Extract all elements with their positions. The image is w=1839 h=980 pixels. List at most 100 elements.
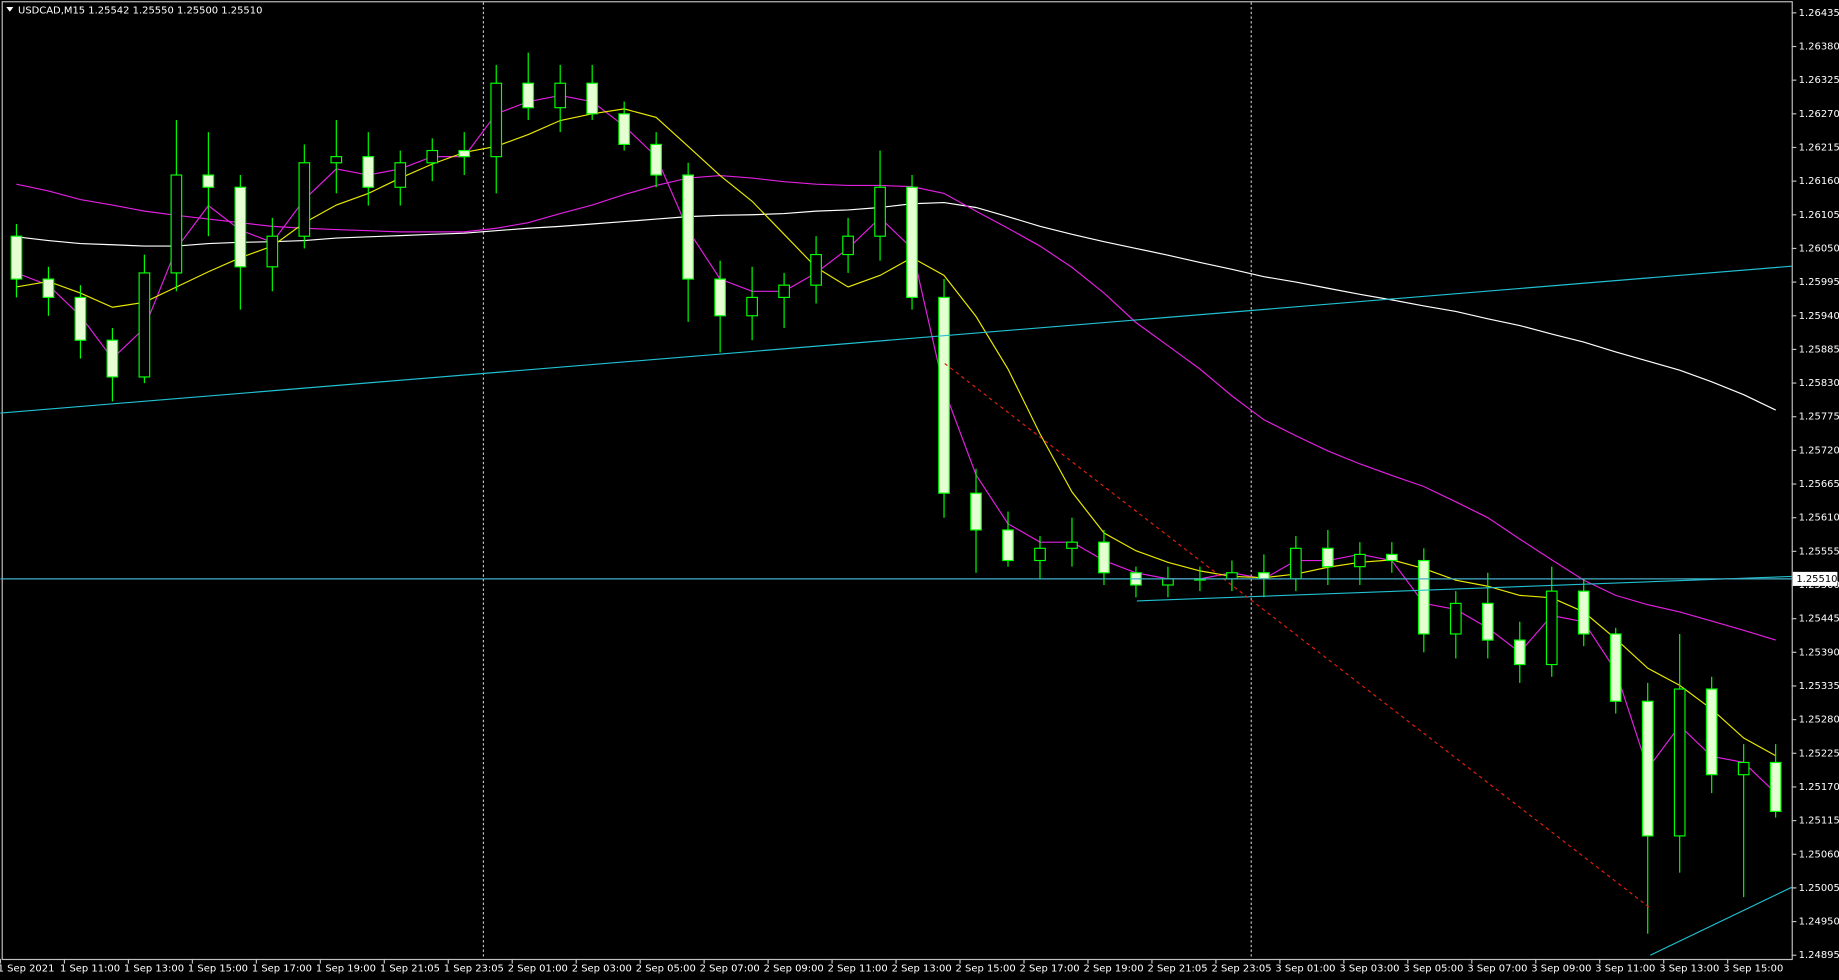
candle-body xyxy=(650,143,663,176)
x-tick-label: 2 Sep 19:00 xyxy=(1084,963,1144,974)
y-tick-label: 1.25665 xyxy=(1799,479,1839,490)
candle-body xyxy=(1385,553,1398,562)
y-tick-label: 1.26435 xyxy=(1799,8,1839,19)
x-tick-label: 3 Sep 13:00 xyxy=(1659,963,1719,974)
candle-body xyxy=(842,235,854,256)
y-tick-label: 1.25720 xyxy=(1799,445,1839,456)
trendline xyxy=(1650,886,1792,956)
candle-body xyxy=(1258,572,1270,580)
x-tick-label: 3 Sep 07:00 xyxy=(1467,963,1527,974)
candle-body xyxy=(1513,639,1526,666)
y-tick-label: 1.26215 xyxy=(1799,142,1839,153)
x-tick-label: 2 Sep 23:05 xyxy=(1211,963,1271,974)
price-label: 1.25510 xyxy=(1796,574,1837,585)
y-tick-label: 1.25555 xyxy=(1799,546,1839,557)
candle-body xyxy=(778,284,790,298)
candle-body xyxy=(618,113,631,146)
x-tick-label: 2 Sep 07:00 xyxy=(700,963,760,974)
y-tick-label: 1.25280 xyxy=(1799,715,1839,726)
candle-body xyxy=(106,339,119,378)
x-tick-label: 2 Sep 01:00 xyxy=(508,963,568,974)
candle-body xyxy=(1322,547,1334,568)
y-tick-label: 1.25885 xyxy=(1799,344,1839,355)
x-tick-label: 1 Sep 23:05 xyxy=(444,963,504,974)
trendline xyxy=(944,363,1651,909)
candle-body xyxy=(1162,578,1174,586)
x-tick-label: 2 Sep 15:00 xyxy=(956,963,1016,974)
candle-body xyxy=(1226,572,1238,580)
y-tick-label: 1.24950 xyxy=(1799,917,1839,928)
candle-body xyxy=(1769,761,1782,813)
y-tick-label: 1.26325 xyxy=(1799,75,1839,86)
y-tick-label: 1.26050 xyxy=(1799,243,1839,254)
y-tick-label: 1.25775 xyxy=(1799,412,1839,423)
price-label-box xyxy=(1792,571,1838,586)
candle-body xyxy=(1641,700,1654,837)
x-tick-label: 3 Sep 11:00 xyxy=(1595,963,1655,974)
candle-body xyxy=(330,156,343,164)
menu-arrow xyxy=(6,7,14,12)
moving-average xyxy=(16,201,1776,411)
candle-body xyxy=(714,278,726,317)
candle-body xyxy=(362,156,375,188)
y-tick-label: 1.25995 xyxy=(1799,277,1839,288)
x-tick-label: 3 Sep 03:00 xyxy=(1339,963,1399,974)
x-tick-label: 2 Sep 17:00 xyxy=(1020,963,1080,974)
y-tick-label: 1.26380 xyxy=(1799,42,1839,53)
candle-body xyxy=(1609,633,1622,702)
y-tick-label: 1.25060 xyxy=(1799,849,1839,860)
x-tick-label: 2 Sep 11:00 xyxy=(828,963,888,974)
y-tick-label: 1.25335 xyxy=(1799,681,1839,692)
candle-body xyxy=(266,235,279,268)
candle-body xyxy=(906,186,918,298)
trendline xyxy=(0,265,1792,414)
candle-body xyxy=(1481,602,1494,641)
candle-body xyxy=(74,296,87,341)
x-tick-label: 1 Sep 19:00 xyxy=(316,963,376,974)
y-tick-label: 1.24895 xyxy=(1799,950,1839,961)
candle-body xyxy=(1002,529,1014,562)
y-tick-label: 1.25225 xyxy=(1799,748,1839,759)
candle-body xyxy=(298,162,311,237)
candle-body xyxy=(1066,541,1078,549)
x-tick-label: 1 Sep 11:00 xyxy=(60,963,120,974)
candle-body xyxy=(746,296,758,317)
x-tick-label: 1 Sep 17:00 xyxy=(252,963,312,974)
candle-body xyxy=(1673,688,1686,837)
candle-body xyxy=(1737,761,1750,776)
candle-body xyxy=(682,174,695,280)
candle-body xyxy=(138,272,151,378)
candle-body xyxy=(1705,688,1718,776)
candle-body xyxy=(1290,547,1302,580)
y-tick-label: 1.26105 xyxy=(1799,210,1839,221)
candle-body xyxy=(1545,590,1558,666)
x-tick-label: 3 Sep 15:00 xyxy=(1723,963,1783,974)
y-tick-label: 1.25830 xyxy=(1799,378,1839,389)
candle-body xyxy=(554,82,567,109)
x-tick-label: 1 Sep 15:00 xyxy=(188,963,248,974)
candle-body xyxy=(1098,541,1110,574)
x-tick-label: 1 Sep 21:05 xyxy=(380,963,440,974)
y-tick-label: 1.25445 xyxy=(1799,614,1839,625)
candle-body xyxy=(490,82,503,158)
y-tick-label: 1.25940 xyxy=(1799,311,1839,322)
candle-body xyxy=(1577,590,1590,635)
x-tick-label: 3 Sep 01:00 xyxy=(1275,963,1335,974)
y-tick-label: 1.25610 xyxy=(1799,513,1839,524)
candle-body xyxy=(1449,602,1462,635)
candle-body xyxy=(1417,559,1430,635)
x-tick-label: 2 Sep 09:00 xyxy=(764,963,824,974)
x-tick-label: 3 Sep 05:00 xyxy=(1403,963,1463,974)
candle-body xyxy=(170,174,183,274)
y-tick-label: 1.26270 xyxy=(1799,109,1839,120)
y-tick-label: 1.25115 xyxy=(1799,816,1839,827)
candle-body xyxy=(810,253,822,286)
y-tick-label: 1.26160 xyxy=(1799,176,1839,187)
candle-body xyxy=(42,278,55,298)
candle-body xyxy=(10,235,23,280)
trendline xyxy=(1136,575,1792,602)
candle-body xyxy=(938,296,950,494)
